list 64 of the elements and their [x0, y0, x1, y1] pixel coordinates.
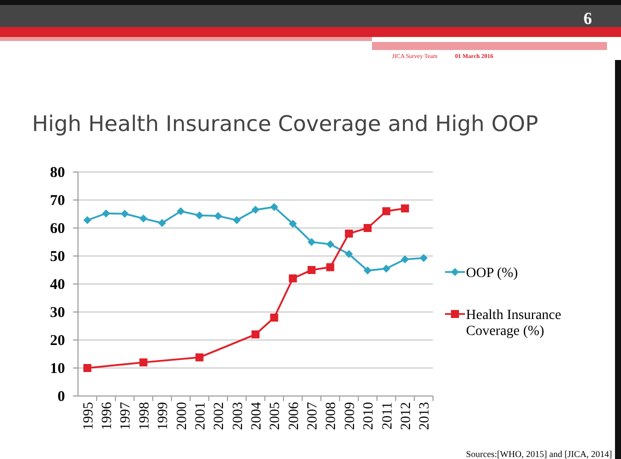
x-tick-label: 1997: [118, 402, 134, 430]
x-tick-label: 2010: [362, 402, 377, 430]
point: [420, 254, 428, 262]
text: 6: [584, 9, 592, 28]
point: [83, 364, 92, 372]
point: [270, 203, 278, 211]
point: [364, 224, 372, 232]
point: [364, 266, 372, 275]
point: [214, 212, 222, 220]
point: [232, 216, 241, 224]
point: [252, 206, 260, 214]
point: [176, 207, 185, 216]
x-tick-label: 2005: [268, 402, 284, 430]
x-tick-label: 2001: [193, 402, 208, 430]
x-tick-label: 1998: [137, 402, 152, 430]
x-tick-label: 2007: [306, 402, 321, 430]
y-tick-label: 50: [50, 249, 65, 265]
point: [288, 220, 297, 228]
point: [382, 264, 390, 273]
point: [120, 210, 129, 218]
point: [308, 238, 316, 246]
point: [102, 209, 110, 218]
point: [139, 358, 148, 366]
y-tick-label: 30: [50, 305, 65, 321]
x-tick-label: 2012: [398, 402, 414, 430]
y-tick-label: 0: [58, 389, 65, 405]
point: [400, 255, 409, 264]
legend-label: Health Insurance Coverage (%): [466, 308, 562, 339]
point: [308, 266, 316, 274]
source-note: Sources:[WHO, 2015] and [JICA, 2014]: [466, 449, 612, 459]
point: [195, 353, 204, 362]
point: [195, 211, 204, 220]
point: [326, 263, 334, 272]
y-tick-label: 40: [50, 277, 65, 293]
point: [83, 216, 92, 224]
point: [139, 214, 148, 222]
x-tick-label: 2003: [230, 402, 246, 430]
y-tick-label: 20: [50, 333, 65, 349]
point: [158, 218, 166, 227]
point: [382, 207, 390, 216]
y-tick-label: 70: [50, 193, 65, 209]
chart-title: High Health Insurance Coverage and High OOP: [32, 112, 538, 137]
y-tick-label: 10: [50, 361, 65, 377]
x-tick-label: 2002: [212, 402, 228, 430]
point: [270, 314, 278, 322]
x-tick-label: 2004: [250, 402, 264, 430]
point: [288, 274, 297, 282]
y-tick-label: 80: [50, 165, 65, 181]
legend-label: OOP (%): [466, 266, 518, 281]
point: [344, 250, 353, 258]
x-tick-label: 1995: [81, 402, 96, 430]
x-tick-label: 2008: [324, 402, 340, 430]
point: [252, 330, 260, 338]
x-tick-label: 2000: [174, 402, 190, 430]
y-tick-label: 60: [50, 221, 65, 237]
x-tick-label: 1996: [100, 402, 116, 430]
x-tick-label: 2009: [342, 402, 358, 430]
x-tick-label: 2013: [418, 402, 433, 430]
point: [326, 240, 334, 248]
point: [400, 204, 409, 212]
x-tick-label: 1999: [156, 402, 172, 430]
point: [344, 230, 353, 238]
x-tick-label: 2011: [380, 402, 396, 430]
x-tick-label: 2006: [286, 402, 302, 430]
